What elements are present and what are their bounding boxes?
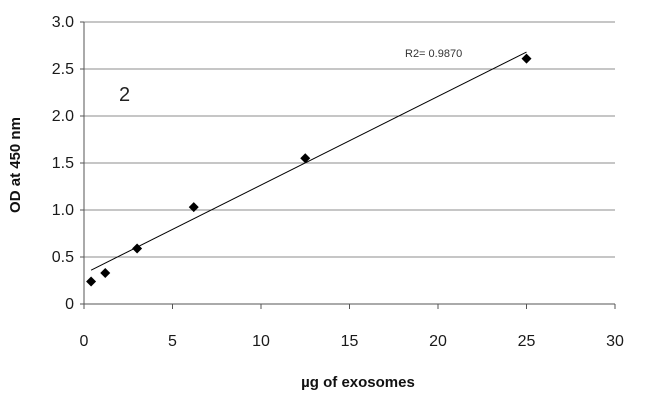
data-point xyxy=(188,202,199,213)
r-squared-label: R2= 0.9870 xyxy=(405,48,462,60)
x-tick-label: 20 xyxy=(429,333,447,350)
x-tick-label: 5 xyxy=(168,333,177,350)
y-tick-label: 0 xyxy=(65,296,74,313)
y-tick-label: 0.5 xyxy=(52,249,74,266)
y-tick-label: 3.0 xyxy=(52,14,74,31)
trendline xyxy=(90,51,527,271)
panel-label: 2 xyxy=(119,84,130,106)
y-tick-label: 2.5 xyxy=(52,61,74,78)
y-tick-label: 2.0 xyxy=(52,108,74,125)
data-point xyxy=(300,153,311,164)
gridlines xyxy=(84,21,615,258)
y-tick-label: 1.0 xyxy=(52,202,74,219)
trendline-group xyxy=(90,51,527,271)
x-tick-label: 10 xyxy=(252,333,270,350)
y-axis-title: OD at 450 nm xyxy=(7,117,24,213)
x-tick-labels: 0 5 10 15 20 25 30 xyxy=(80,333,624,350)
x-tick-label: 25 xyxy=(518,333,536,350)
data-point xyxy=(86,276,97,287)
data-points xyxy=(86,53,532,287)
axes xyxy=(80,21,616,309)
y-tick-labels: 0 0.5 1.0 1.5 2.0 2.5 3.0 xyxy=(52,14,74,313)
x-axis-title: µg of exosomes xyxy=(301,374,415,391)
y-tick-label: 1.5 xyxy=(52,155,74,172)
x-tick-label: 15 xyxy=(341,333,359,350)
data-point xyxy=(521,53,532,64)
data-point xyxy=(100,267,111,278)
x-tick-label: 0 xyxy=(80,333,89,350)
data-point xyxy=(132,243,143,254)
x-tick-label: 30 xyxy=(606,333,624,350)
